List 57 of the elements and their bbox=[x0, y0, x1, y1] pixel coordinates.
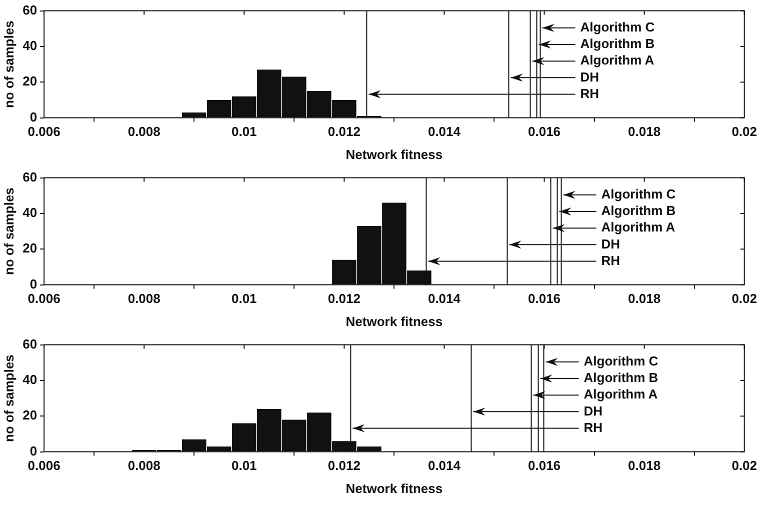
x-axis-title: Network fitness bbox=[346, 146, 443, 162]
x-tick-label: 0.008 bbox=[128, 291, 160, 306]
ref-line-label: Algorithm A bbox=[601, 220, 676, 235]
x-tick-label: 0.012 bbox=[328, 124, 360, 140]
x-tick-label: 0.008 bbox=[128, 458, 160, 474]
ref-line-label: DH bbox=[601, 236, 620, 252]
x-tick-label: 0.01 bbox=[231, 291, 257, 306]
ref-line-label: Algorithm C bbox=[601, 186, 676, 202]
x-tick-label: 0.018 bbox=[628, 291, 661, 306]
ref-line-label: Algorithm B bbox=[580, 36, 655, 52]
y-tick-label: 60 bbox=[22, 336, 38, 352]
x-tick-label: 0.02 bbox=[732, 458, 758, 474]
ref-line-label: DH bbox=[580, 69, 600, 84]
x-tick-label: 0.02 bbox=[732, 124, 758, 140]
x-axis-title: Network fitness bbox=[346, 314, 443, 329]
ref-line-label: RH bbox=[601, 252, 620, 268]
x-tick-label: 0.014 bbox=[428, 291, 462, 306]
y-tick-label: 0 bbox=[30, 109, 38, 124]
y-tick-label: 20 bbox=[22, 74, 38, 89]
y-axis-title: no of samples bbox=[1, 188, 16, 276]
x-tick-label: 0.014 bbox=[428, 124, 462, 140]
x-tick-label: 0.008 bbox=[128, 124, 160, 140]
y-tick-label: 60 bbox=[22, 169, 38, 184]
y-tick-label: 40 bbox=[22, 372, 38, 388]
y-tick-label: 0 bbox=[30, 443, 38, 458]
ref-line-label: DH bbox=[584, 403, 603, 418]
x-tick-label: 0.016 bbox=[528, 458, 561, 474]
ref-line-label: RH bbox=[584, 420, 603, 435]
ref-line-label: Algorithm A bbox=[580, 52, 655, 68]
x-tick-label: 0.018 bbox=[628, 124, 661, 140]
y-axis-title: no of samples bbox=[1, 354, 16, 442]
y-tick-label: 60 bbox=[22, 2, 38, 18]
y-tick-label: 40 bbox=[22, 205, 38, 220]
y-axis-title: no of samples bbox=[1, 20, 16, 108]
x-tick-label: 0.016 bbox=[528, 124, 561, 140]
x-tick-label: 0.006 bbox=[28, 291, 60, 306]
x-tick-label: 0.018 bbox=[628, 458, 661, 474]
ref-line-label: Algorithm C bbox=[584, 354, 659, 368]
x-tick-label: 0.006 bbox=[28, 458, 60, 474]
ref-line-label: Algorithm C bbox=[580, 20, 656, 34]
x-tick-label: 0.014 bbox=[428, 458, 462, 474]
x-tick-label: 0.016 bbox=[528, 291, 561, 306]
ref-line-label: Algorithm B bbox=[584, 370, 658, 386]
ref-line-label: Algorithm A bbox=[584, 386, 658, 402]
y-tick-label: 20 bbox=[22, 408, 38, 423]
x-tick-label: 0.006 bbox=[28, 124, 60, 140]
ref-line-label: Algorithm B bbox=[601, 203, 676, 218]
x-tick-label: 0.012 bbox=[328, 458, 360, 474]
ref-line-label: RH bbox=[580, 86, 600, 101]
x-tick-label: 0.02 bbox=[732, 291, 758, 306]
x-tick-label: 0.01 bbox=[231, 458, 257, 474]
y-tick-label: 40 bbox=[22, 38, 38, 54]
x-tick-label: 0.01 bbox=[231, 124, 257, 140]
x-tick-label: 0.012 bbox=[328, 291, 360, 306]
y-tick-label: 20 bbox=[22, 240, 38, 256]
y-tick-label: 0 bbox=[30, 276, 38, 292]
x-axis-title: Network fitness bbox=[346, 480, 443, 496]
